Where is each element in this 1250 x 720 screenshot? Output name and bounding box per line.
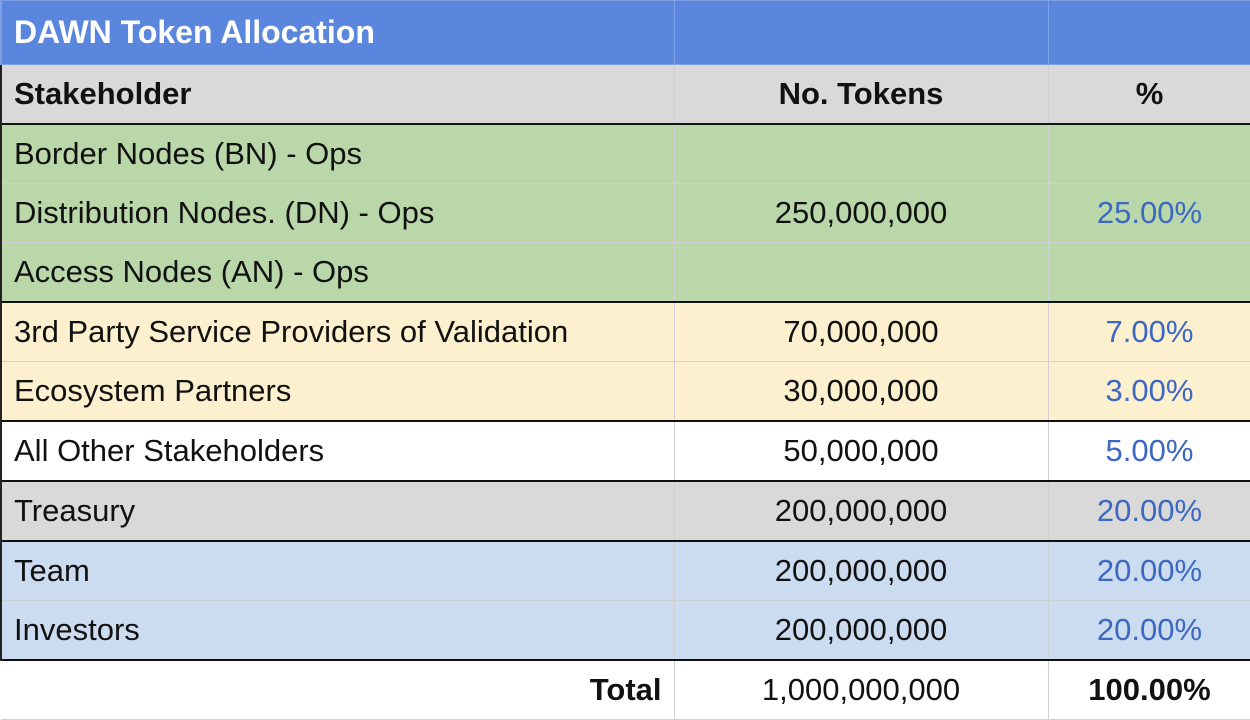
table-row: Team 200,000,000 20.00% <box>0 540 1250 601</box>
stakeholder-cell[interactable]: Treasury <box>0 480 675 542</box>
stakeholder-cell[interactable]: 3rd Party Service Providers of Validatio… <box>0 301 675 362</box>
header-row: Stakeholder No. Tokens % <box>0 64 1250 125</box>
percent-cell[interactable]: 20.00% <box>1047 480 1250 542</box>
table-row: Access Nodes (AN) - Ops <box>0 242 1250 303</box>
stakeholder-cell[interactable]: Access Nodes (AN) - Ops <box>0 242 675 303</box>
tokens-cell[interactable] <box>673 242 1049 303</box>
tokens-cell[interactable]: 70,000,000 <box>673 301 1049 362</box>
total-percent[interactable]: 100.00% <box>1047 659 1250 720</box>
header-stakeholder[interactable]: Stakeholder <box>0 64 675 125</box>
title-cell-empty[interactable] <box>673 0 1049 65</box>
total-tokens[interactable]: 1,000,000,000 <box>673 659 1049 720</box>
table-row: Investors 200,000,000 20.00% <box>0 600 1250 661</box>
stakeholder-cell[interactable]: Border Nodes (BN) - Ops <box>0 123 675 184</box>
total-label[interactable]: Total <box>1 659 675 720</box>
percent-cell[interactable] <box>1047 242 1250 303</box>
table-row: Border Nodes (BN) - Ops <box>0 123 1250 184</box>
percent-cell[interactable]: 25.00% <box>1047 183 1250 243</box>
title-row: DAWN Token Allocation <box>0 0 1250 65</box>
percent-cell[interactable] <box>1047 123 1250 184</box>
stakeholder-cell[interactable]: Ecosystem Partners <box>0 361 675 422</box>
tokens-cell[interactable] <box>673 123 1049 184</box>
table-row: Distribution Nodes. (DN) - Ops 250,000,0… <box>0 183 1250 243</box>
tokens-cell[interactable]: 200,000,000 <box>673 480 1049 542</box>
tokens-cell[interactable]: 200,000,000 <box>673 540 1049 601</box>
percent-cell[interactable]: 7.00% <box>1047 301 1250 362</box>
stakeholder-cell[interactable]: Team <box>0 540 675 601</box>
percent-cell[interactable]: 3.00% <box>1047 361 1250 422</box>
stakeholder-cell[interactable]: Distribution Nodes. (DN) - Ops <box>0 183 675 243</box>
table-row: 3rd Party Service Providers of Validatio… <box>0 301 1250 362</box>
stakeholder-cell[interactable]: All Other Stakeholders <box>0 420 675 482</box>
tokens-cell[interactable]: 250,000,000 <box>673 183 1049 243</box>
table-row: Ecosystem Partners 30,000,000 3.00% <box>0 361 1250 422</box>
tokens-cell[interactable]: 50,000,000 <box>673 420 1049 482</box>
title-cell-empty[interactable] <box>1047 0 1250 65</box>
table-title[interactable]: DAWN Token Allocation <box>0 0 675 65</box>
percent-cell[interactable]: 20.00% <box>1047 540 1250 601</box>
percent-cell[interactable]: 20.00% <box>1047 600 1250 661</box>
table-row: Treasury 200,000,000 20.00% <box>0 480 1250 542</box>
total-row: Total 1,000,000,000 100.00% <box>1 659 1250 720</box>
stakeholder-cell[interactable]: Investors <box>0 600 675 661</box>
tokens-cell[interactable]: 200,000,000 <box>673 600 1049 661</box>
table-row: All Other Stakeholders 50,000,000 5.00% <box>0 420 1250 482</box>
tokens-cell[interactable]: 30,000,000 <box>673 361 1049 422</box>
header-percent[interactable]: % <box>1047 64 1250 125</box>
percent-cell[interactable]: 5.00% <box>1047 420 1250 482</box>
header-tokens[interactable]: No. Tokens <box>673 64 1049 125</box>
